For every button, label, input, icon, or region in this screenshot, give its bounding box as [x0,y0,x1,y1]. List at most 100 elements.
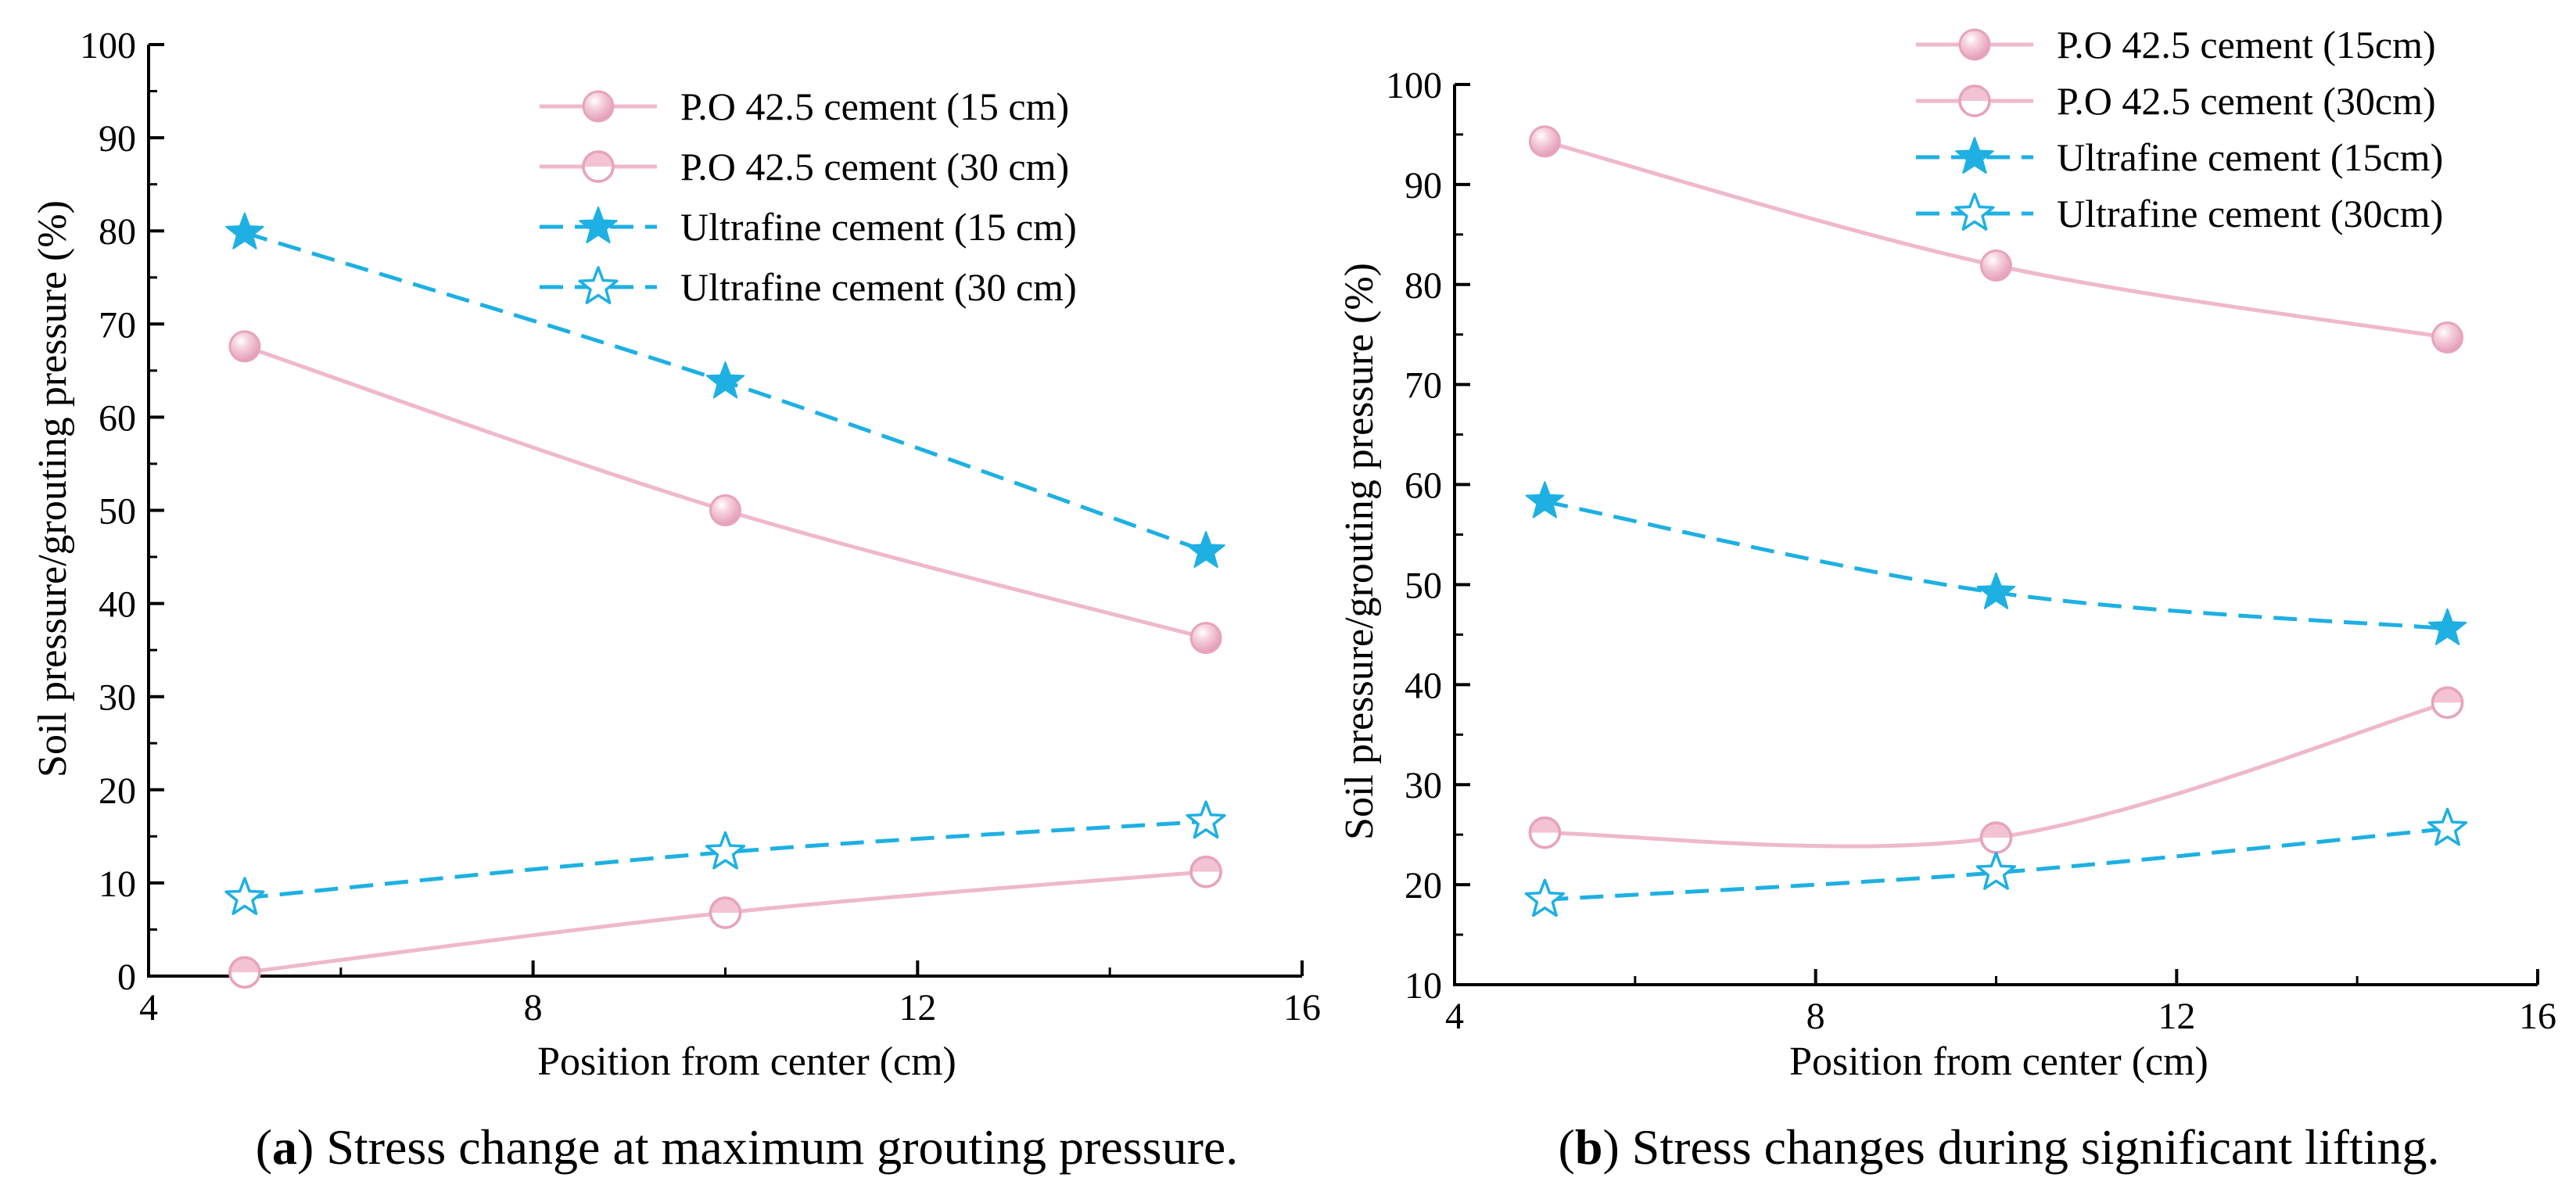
legend-marker [582,150,615,183]
y-tick-label-b: 10 [1405,965,1442,1007]
y-tick-label-a: 60 [99,397,136,439]
data-point-b-2-1 [1528,816,1562,849]
legend-label: Ultrafine cement (30 cm) [680,265,1077,309]
y-tick-label-a: 70 [99,304,136,346]
data-point-a-3-1 [225,212,264,249]
legend-item-b-2: P.O 42.5 cement (30cm) [1916,79,2436,123]
data-point-b-3-1 [1525,481,1565,519]
y-tick-label-b: 40 [1405,665,1442,706]
series-line-b-3 [1544,499,2448,631]
y-tick-label-b: 50 [1405,565,1442,606]
y-tick-label-a: 40 [99,584,136,626]
caption-a-close-paren: ) [297,1119,326,1175]
y-tick-label-b: 80 [1405,265,1442,307]
data-point-a-2-3 [1189,855,1222,888]
x-tick-label-b: 4 [1445,996,1464,1037]
legend-label: Ultrafine cement (30cm) [2057,192,2443,235]
y-tick-label-b: 30 [1405,765,1442,806]
caption-b-open-paren: ( [1559,1119,1575,1175]
data-point-a-3-2 [705,361,745,399]
series-line-b-4 [1545,827,2448,902]
data-point-a-2-1 [228,956,261,989]
series-layer-b [1524,125,2468,917]
data-point-a-3-3 [1186,530,1225,569]
data-point-b-1-3 [2431,321,2464,354]
legend-label: P.O 42.5 cement (15 cm) [680,84,1069,128]
x-tick-label-a: 16 [1283,987,1321,1028]
y-tick-label-a: 0 [117,957,136,998]
caption-a-text: Stress change at maximum grouting pressu… [326,1119,1238,1175]
legend-item-b-3: Ultrafine cement (15cm) [1916,135,2443,179]
data-point-a-2-2 [709,896,742,929]
data-point-a-1-2 [709,494,741,526]
legend-item-a-1: P.O 42.5 cement (15 cm) [540,84,1069,128]
legend-label: P.O 42.5 cement (30cm) [2057,79,2436,123]
data-point-b-2-3 [2431,686,2464,720]
caption-a: (a) Stress change at maximum grouting pr… [256,1119,1239,1175]
y-tick-label-b: 100 [1386,65,1442,106]
series-layer-a [224,212,1226,989]
data-point-b-3-3 [2427,608,2467,645]
y-tick-label-b: 20 [1405,865,1442,906]
legend-item-a-4: Ultrafine cement (30 cm) [540,265,1077,309]
legend-marker [1958,28,1991,61]
data-point-a-1-3 [1189,622,1222,655]
caption-b-panel-label: b [1575,1119,1603,1175]
y-tick-label-a: 50 [99,491,136,533]
y-tick-label-a: 90 [99,118,136,160]
data-point-b-1-2 [1980,249,2012,282]
legend-label: P.O 42.5 cement (15cm) [2057,23,2436,66]
caption-b-text: Stress changes during significant liftin… [1632,1119,2440,1175]
axes-a: 4 8 12 16 0 10 20 30 40 50 60 70 80 90 100 [80,25,1321,1028]
y-axis-title-a: Soil pressure/grouting pressure (%) [30,200,75,777]
y-tick-label-a: 100 [80,25,136,66]
data-point-a-4-2 [705,831,746,870]
y-tick-label-b: 70 [1405,365,1442,407]
legend-marker [578,266,619,304]
y-tick-label-a: 80 [99,211,136,253]
legend-marker [1958,84,1991,117]
x-axis-title-a: Position from center (cm) [537,1039,956,1084]
data-point-a-1-1 [228,330,261,363]
data-point-b-4-3 [2427,807,2468,846]
legend-label: P.O 42.5 cement (30 cm) [680,145,1069,188]
legend-marker [579,206,618,244]
series-line-a-4 [244,819,1207,900]
legend-item-a-2: P.O 42.5 cement (30 cm) [540,145,1069,188]
x-tick-label-b: 16 [2519,996,2556,1037]
caption-a-panel-label: a [272,1119,297,1175]
legend-marker [1955,137,1994,174]
legend-label: Ultrafine cement (15 cm) [680,205,1077,249]
data-point-b-1-1 [1528,125,1561,158]
legend-label: Ultrafine cement (15cm) [2057,135,2443,179]
y-tick-label-b: 60 [1405,465,1442,507]
y-tick-label-b: 90 [1405,165,1442,206]
data-point-b-4-1 [1524,878,1565,917]
x-tick-label-b: 8 [1806,996,1825,1037]
x-tick-label-a: 4 [139,987,158,1028]
legend-marker [582,90,615,123]
data-point-a-4-3 [1186,800,1226,839]
caption-b: (b) Stress changes during significant li… [1559,1119,2440,1175]
caption-b-close-paren: ) [1602,1119,1631,1175]
x-tick-label-b: 12 [2158,996,2195,1037]
data-point-b-2-2 [1979,821,2013,854]
y-tick-label-a: 30 [99,677,136,719]
y-tick-label-a: 20 [99,770,136,812]
chart-panel-b: 4 8 12 16 10 20 30 40 50 60 70 80 90 100 P.O 42.5 cem… [1337,23,2556,1175]
x-tick-label-a: 12 [899,987,936,1028]
y-tick-label-a: 10 [99,863,136,905]
x-tick-label-a: 8 [524,987,543,1028]
legend-item-b-4: Ultrafine cement (30cm) [1916,192,2443,235]
chart-panel-a: 4 8 12 16 0 10 20 30 40 50 60 70 80 90 100 P.O 42.5 ce… [30,25,1321,1175]
x-axis-title-b: Position from center (cm) [1789,1039,2208,1084]
data-point-b-3-2 [1976,572,2016,609]
legend-item-b-1: P.O 42.5 cement (15cm) [1916,23,2436,66]
data-point-b-4-2 [1975,852,2017,890]
legend-b: P.O 42.5 cement (15cm) P.O 42.5 cement (3… [1916,23,2443,235]
axes-b: 4 8 12 16 10 20 30 40 50 60 70 80 90 100 [1386,65,2556,1037]
y-axis-title-b: Soil pressure/grouting pressure (%) [1337,263,1382,840]
legend-marker [1954,192,1995,231]
data-point-a-4-1 [224,877,265,915]
